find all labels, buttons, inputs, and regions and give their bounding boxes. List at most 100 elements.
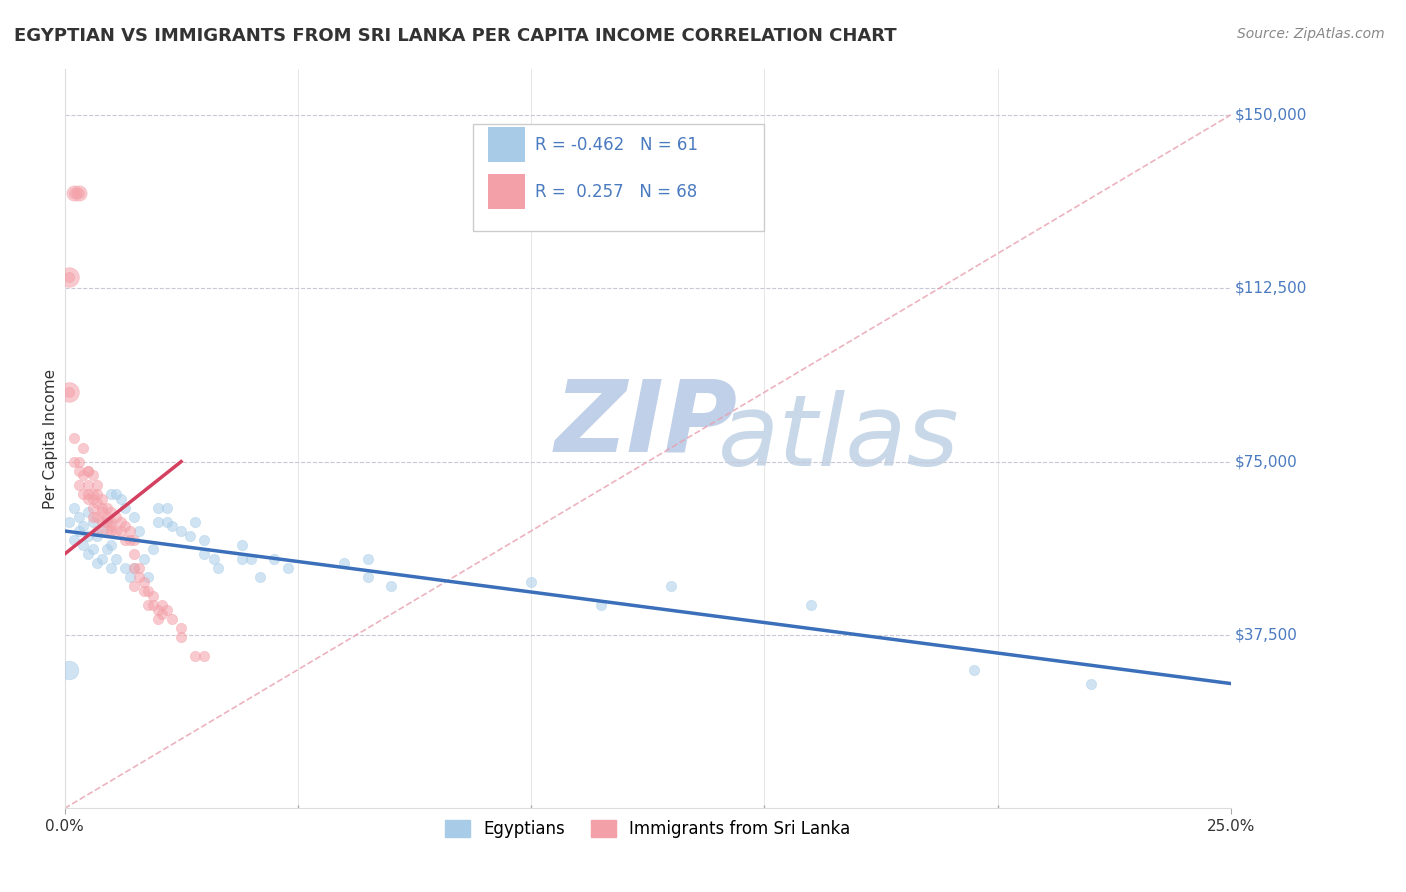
Point — [100, 506, 122, 520]
Point — [124, 561, 146, 575]
Point — [138, 598, 160, 612]
Point — [156, 515, 179, 529]
Legend: Egyptians, Immigrants from Sri Lanka: Egyptians, Immigrants from Sri Lanka — [439, 813, 856, 845]
Point — [100, 561, 122, 575]
Point — [124, 561, 146, 575]
FancyBboxPatch shape — [488, 127, 526, 162]
Point — [160, 612, 183, 626]
Point — [90, 491, 112, 506]
Point — [90, 506, 112, 520]
Point — [82, 487, 104, 501]
Point — [110, 515, 132, 529]
Point — [193, 547, 215, 561]
Point — [124, 547, 146, 561]
Point — [263, 551, 285, 566]
Point — [67, 477, 90, 491]
Point — [100, 515, 122, 529]
Text: ZIP: ZIP — [554, 376, 737, 472]
Point — [58, 269, 80, 284]
Point — [63, 454, 86, 468]
Point — [72, 519, 94, 533]
Text: R =  0.257   N = 68: R = 0.257 N = 68 — [534, 183, 697, 201]
Point — [138, 584, 160, 599]
Point — [96, 515, 118, 529]
Point — [231, 538, 253, 552]
Point — [659, 579, 682, 593]
Point — [90, 524, 112, 538]
Point — [170, 621, 193, 635]
Point — [100, 538, 122, 552]
Point — [170, 524, 193, 538]
Text: $150,000: $150,000 — [1234, 107, 1306, 122]
Point — [82, 468, 104, 483]
Point — [357, 570, 380, 584]
Point — [82, 491, 104, 506]
Point — [72, 538, 94, 552]
Point — [380, 579, 402, 593]
Point — [156, 602, 179, 616]
Point — [76, 477, 98, 491]
Point — [231, 551, 253, 566]
Point — [118, 533, 141, 548]
Point — [118, 524, 141, 538]
Point — [104, 510, 127, 524]
Text: atlas: atlas — [717, 390, 959, 487]
Point — [63, 186, 86, 201]
Text: Source: ZipAtlas.com: Source: ZipAtlas.com — [1237, 27, 1385, 41]
Point — [357, 551, 380, 566]
Point — [90, 551, 112, 566]
FancyBboxPatch shape — [472, 124, 765, 231]
Point — [96, 524, 118, 538]
Point — [142, 589, 165, 603]
Point — [193, 648, 215, 663]
Point — [142, 542, 165, 557]
Point — [170, 631, 193, 645]
Point — [249, 570, 271, 584]
Point — [202, 551, 225, 566]
Point — [156, 500, 179, 515]
Point — [58, 663, 80, 677]
Point — [82, 500, 104, 515]
Point — [1080, 676, 1102, 690]
Point — [96, 542, 118, 557]
Point — [104, 524, 127, 538]
Point — [82, 542, 104, 557]
Point — [96, 510, 118, 524]
Point — [82, 515, 104, 529]
Point — [63, 533, 86, 548]
Point — [520, 574, 543, 589]
Point — [591, 598, 613, 612]
Point — [58, 385, 80, 400]
Point — [110, 524, 132, 538]
Point — [184, 515, 207, 529]
Point — [800, 598, 823, 612]
Point — [114, 561, 136, 575]
Point — [72, 468, 94, 483]
Point — [96, 515, 118, 529]
Point — [100, 524, 122, 538]
Point — [146, 500, 169, 515]
Point — [63, 432, 86, 446]
Point — [114, 500, 136, 515]
Point — [333, 557, 356, 571]
Point — [132, 551, 155, 566]
Point — [124, 533, 146, 548]
Point — [58, 269, 80, 284]
Point — [146, 602, 169, 616]
Point — [114, 519, 136, 533]
Point — [146, 515, 169, 529]
Point — [86, 557, 108, 571]
Point — [76, 528, 98, 542]
Text: $75,000: $75,000 — [1234, 454, 1298, 469]
Point — [179, 528, 201, 542]
Point — [90, 515, 112, 529]
FancyBboxPatch shape — [488, 174, 526, 209]
Point — [240, 551, 263, 566]
Point — [58, 515, 80, 529]
Point — [58, 385, 80, 400]
Point — [96, 500, 118, 515]
Point — [76, 506, 98, 520]
Text: R = -0.462   N = 61: R = -0.462 N = 61 — [534, 136, 697, 153]
Point — [142, 598, 165, 612]
Point — [67, 186, 90, 201]
